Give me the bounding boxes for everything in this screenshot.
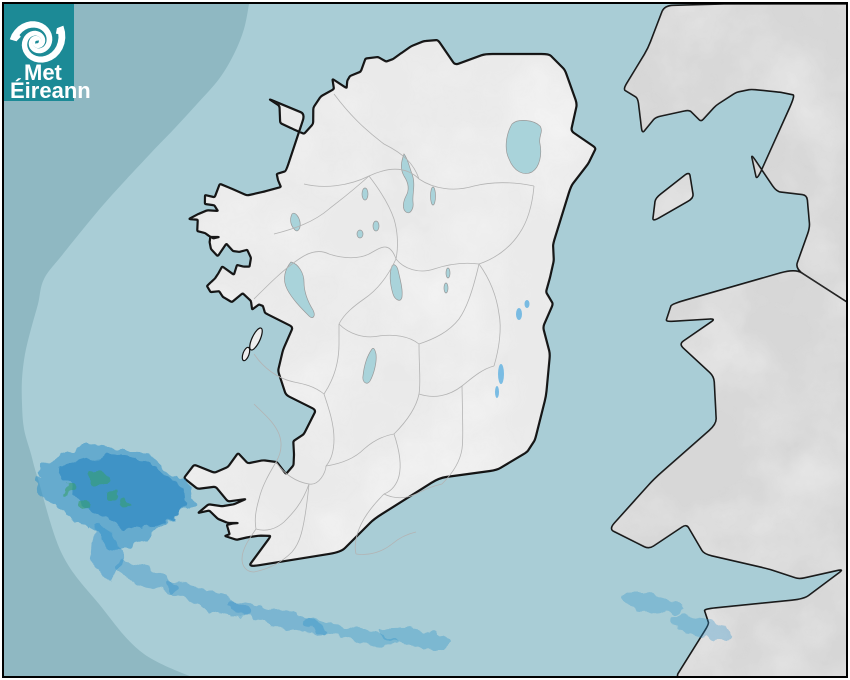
svg-text:Éireann: Éireann xyxy=(10,78,91,103)
